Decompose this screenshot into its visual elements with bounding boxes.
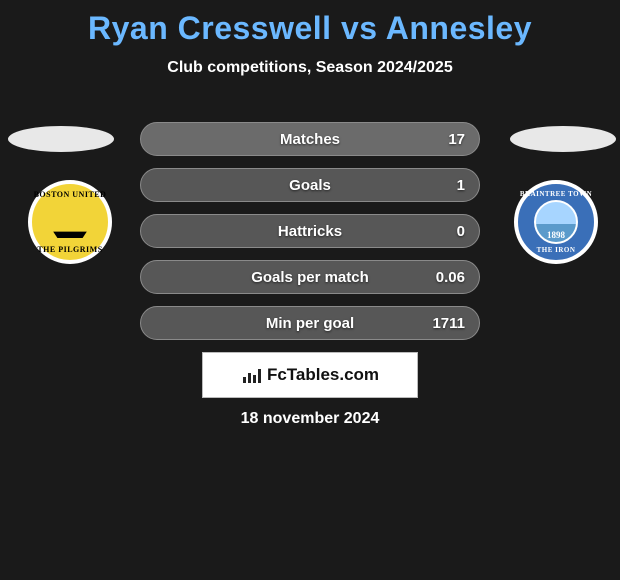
brand-box[interactable]: FcTables.com bbox=[202, 352, 418, 398]
stat-label: Hattricks bbox=[278, 223, 342, 240]
club-crest-right: BRAINTREE TOWN 1898 THE IRON bbox=[514, 180, 598, 264]
club-crest-left: BOSTON UNITED THE PILGRIMS bbox=[28, 180, 112, 264]
stat-label: Goals per match bbox=[251, 269, 369, 286]
stat-value: 1 bbox=[457, 177, 465, 194]
crest-right-year: 1898 bbox=[547, 230, 565, 240]
footer-date: 18 november 2024 bbox=[0, 410, 620, 428]
player-ellipse-right bbox=[510, 126, 616, 152]
crest-left-bottom-text: THE PILGRIMS bbox=[32, 245, 108, 254]
stat-label: Matches bbox=[280, 131, 340, 148]
stat-row-min-per-goal: Min per goal 1711 bbox=[140, 306, 480, 340]
stat-row-hattricks: Hattricks 0 bbox=[140, 214, 480, 248]
stat-row-matches: Matches 17 bbox=[140, 122, 480, 156]
stat-value: 0.06 bbox=[436, 269, 465, 286]
crest-right-top-text: BRAINTREE TOWN bbox=[518, 190, 594, 198]
stats-panel: Matches 17 Goals 1 Hattricks 0 Goals per… bbox=[140, 122, 480, 352]
stat-label: Min per goal bbox=[266, 315, 354, 332]
bar-chart-icon bbox=[241, 367, 261, 383]
ship-icon bbox=[49, 206, 91, 238]
stat-value: 17 bbox=[448, 131, 465, 148]
stat-row-goals: Goals 1 bbox=[140, 168, 480, 202]
stat-value: 1711 bbox=[432, 315, 465, 332]
brand-text: FcTables.com bbox=[267, 365, 379, 385]
stat-row-goals-per-match: Goals per match 0.06 bbox=[140, 260, 480, 294]
stat-label: Goals bbox=[289, 177, 331, 194]
crest-right-bottom-text: THE IRON bbox=[518, 246, 594, 254]
crest-left-top-text: BOSTON UNITED bbox=[32, 190, 108, 199]
page-title: Ryan Cresswell vs Annesley bbox=[0, 0, 620, 47]
player-ellipse-left bbox=[8, 126, 114, 152]
globe-icon: 1898 bbox=[534, 200, 578, 244]
page-subtitle: Club competitions, Season 2024/2025 bbox=[0, 59, 620, 77]
stat-value: 0 bbox=[457, 223, 465, 240]
